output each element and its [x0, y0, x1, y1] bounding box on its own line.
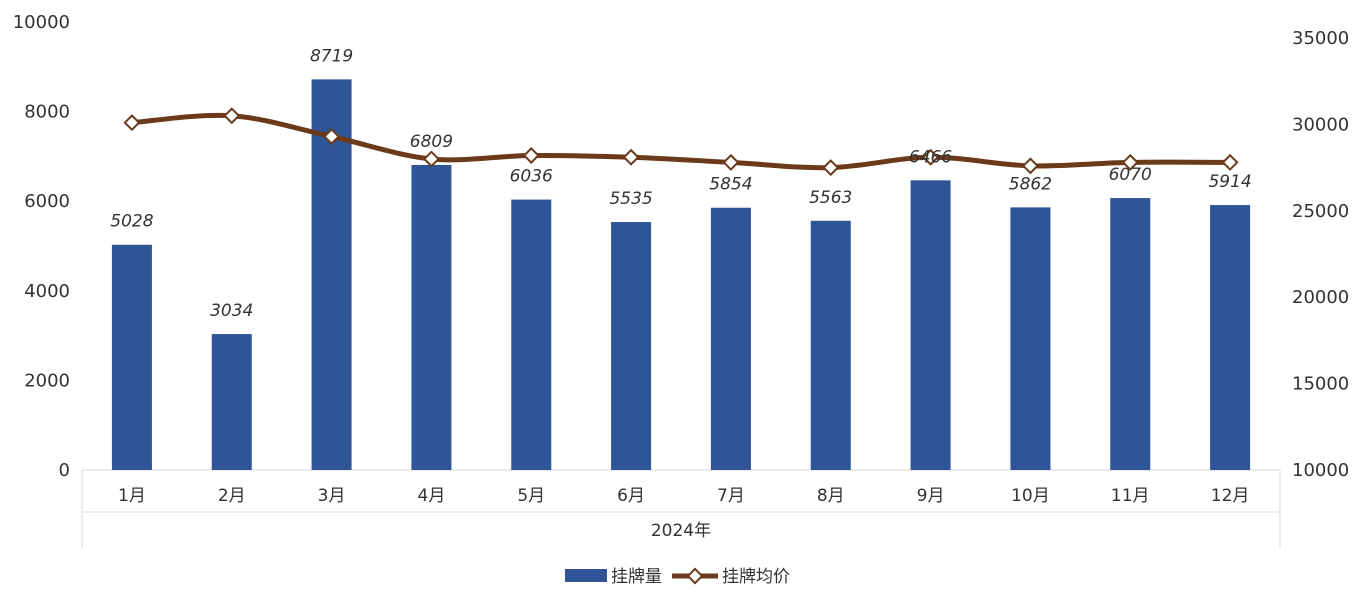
bar — [1210, 205, 1251, 470]
legend-line-marker — [686, 567, 704, 585]
right-axis-ticks: 10000 15000 20000 25000 30000 35000 — [1292, 28, 1349, 481]
bar-value-label: 6466 — [909, 147, 952, 167]
bar-value-label: 5862 — [1009, 174, 1052, 194]
bar-value-label: 3034 — [210, 301, 253, 321]
category-label: 5月 — [517, 486, 545, 506]
category-label: 9月 — [917, 486, 945, 506]
right-tick-label: 20000 — [1292, 287, 1349, 308]
group-label: 2024年 — [651, 521, 711, 541]
category-label: 12月 — [1211, 486, 1250, 506]
left-tick-label: 8000 — [24, 102, 70, 123]
category-axis-frame — [81, 469, 1281, 548]
bar — [910, 180, 951, 471]
line-point — [622, 148, 640, 166]
bar — [1110, 198, 1151, 470]
bar-value-label: 5563 — [809, 188, 852, 208]
bar — [111, 244, 152, 470]
bar — [810, 220, 851, 470]
category-label: 11月 — [1111, 486, 1150, 506]
line-point — [422, 150, 440, 168]
bar-value-label: 6809 — [410, 132, 453, 152]
category-label: 1月 — [118, 486, 146, 506]
line-path — [131, 112, 1231, 171]
category-label: 6月 — [617, 486, 645, 506]
category-label: 4月 — [418, 486, 446, 506]
line-point — [323, 128, 341, 145]
line-point — [922, 148, 940, 166]
line-point — [722, 153, 740, 171]
left-tick-label: 10000 — [13, 12, 70, 33]
bar — [211, 334, 252, 470]
line-series — [123, 107, 1239, 177]
bar — [511, 199, 552, 470]
bar-value-label: 5854 — [709, 175, 752, 195]
legend: 挂牌量 挂牌均价 — [565, 567, 790, 587]
legend-bar-label: 挂牌量 — [611, 567, 662, 587]
bar-value-label: 8719 — [310, 46, 353, 66]
line-point — [1021, 157, 1039, 175]
legend-bar-swatch — [565, 569, 607, 582]
bar — [611, 222, 652, 470]
category-label: 8月 — [817, 486, 845, 506]
bar-value-label: 5914 — [1208, 172, 1251, 192]
line-point — [223, 107, 241, 125]
category-label: 3月 — [318, 486, 346, 506]
right-tick-label: 10000 — [1292, 460, 1349, 481]
category-label: 7月 — [717, 486, 745, 506]
category-label: 10月 — [1011, 486, 1050, 506]
left-tick-label: 2000 — [24, 370, 70, 391]
category-labels: 1月 2月 3月 4月 5月 6月 7月 8月 9月 10月 11月 12月 — [118, 486, 1249, 506]
left-tick-label: 4000 — [24, 281, 70, 302]
left-tick-label: 6000 — [24, 191, 70, 212]
right-tick-label: 15000 — [1292, 374, 1349, 395]
bar-value-label: 6070 — [1109, 165, 1152, 185]
line-point — [822, 159, 840, 177]
left-axis-ticks: 0 2000 4000 6000 8000 10000 — [13, 12, 70, 481]
bar-data-labels: 5028 3034 8719 6809 6036 5535 5854 5563 6466 5862… — [110, 46, 1251, 321]
line-point — [1121, 153, 1139, 171]
bar-value-label: 5535 — [609, 189, 652, 209]
bar — [710, 207, 751, 471]
left-tick-label: 0 — [59, 460, 70, 481]
bar-value-label: 5028 — [110, 212, 153, 232]
bar — [1010, 207, 1051, 471]
category-label: 2月 — [218, 486, 246, 506]
line-point — [123, 114, 141, 132]
right-tick-label: 35000 — [1292, 28, 1349, 49]
right-tick-label: 30000 — [1292, 114, 1349, 135]
bar-value-label: 6036 — [510, 167, 553, 187]
right-tick-label: 25000 — [1292, 201, 1349, 222]
line-point — [1221, 153, 1239, 171]
legend-line-label: 挂牌均价 — [722, 567, 790, 587]
line-point — [522, 147, 540, 164]
bar — [411, 164, 452, 471]
bar-series — [111, 79, 1251, 471]
